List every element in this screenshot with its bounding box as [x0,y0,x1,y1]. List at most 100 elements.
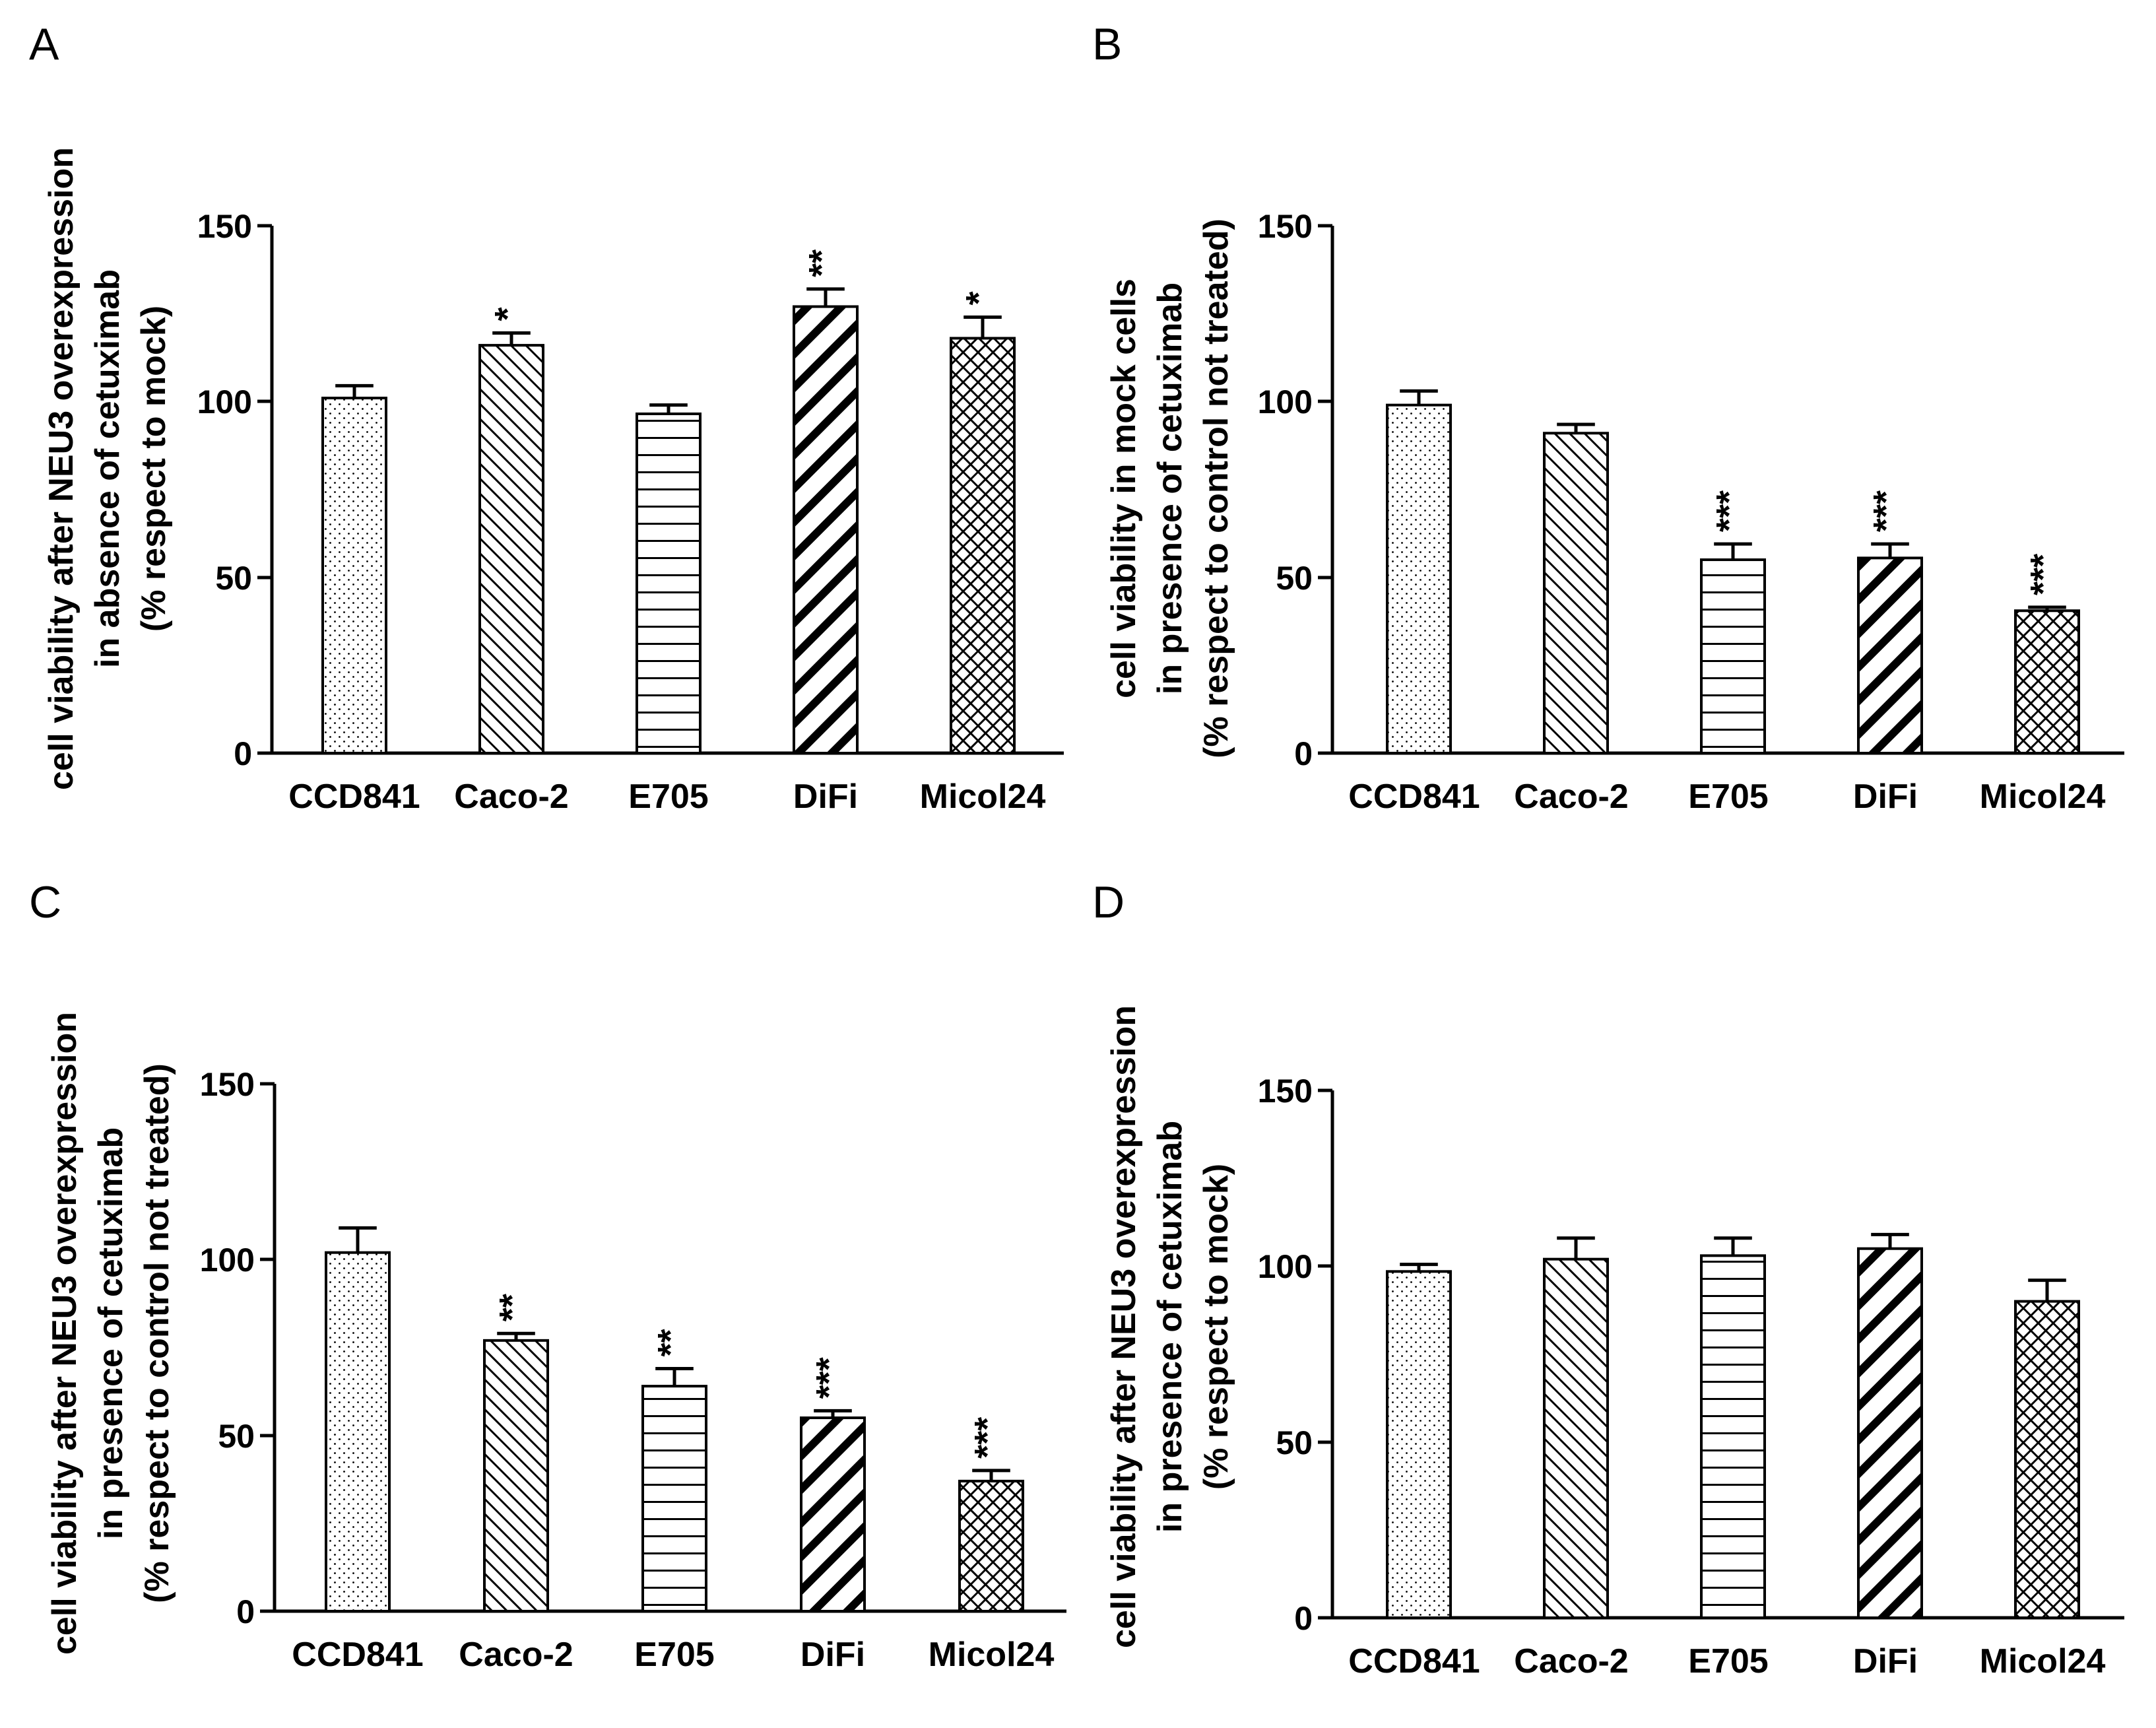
y-tick-label: 50 [215,560,252,597]
y-tick-label: 50 [1276,560,1313,597]
bar-micol24 [2014,609,2080,755]
bar-difi [1857,556,1923,754]
error-bar-caco-2 [1557,1236,1595,1259]
x-tick-labels-b: CCD841 Caco-2 E705 DiFi Micol24 [1348,778,2105,816]
y-tick-label: 150 [1258,208,1313,245]
significance-marker-caco-2: * [488,307,527,321]
panel-b: B cell viability in mock cells in presen… [1092,19,2124,816]
x-tick-label-micol24: Micol24 [920,778,1046,816]
error-bar-difi [1871,1232,1909,1249]
panel-letter-d: D [1092,877,1125,927]
y-axis-label-line-3: (% respect to control not treated) [138,1063,176,1603]
error-bar-micol24 [2028,1279,2066,1302]
panel-d: D cell viability after NEU3 overexpressi… [1092,877,2124,1680]
x-tick-label-e705: E705 [628,778,708,816]
bar-difi [800,1416,866,1613]
x-tick-label-e705: E705 [1688,778,1768,816]
y-axis-label-line-3: (% respect to control not treated) [1197,218,1235,758]
significance-marker-e705: ** [651,1329,690,1356]
significance-marker-difi: *** [1866,490,1906,532]
significance-marker-difi: ** [802,249,841,277]
significance-marker-caco-2: ** [492,1294,532,1321]
bar-micol24 [950,337,1016,754]
error-bar-e705 [1714,542,1752,560]
y-tick-label: 100 [197,383,252,420]
error-bar-micol24 [964,315,1002,339]
error-bar-ccd841 [1400,389,1438,405]
y-axis-label-line-2: in presence of cetuximab [1151,282,1189,694]
bar-ccd841 [321,397,387,754]
significance-marker-micol24: *** [2023,554,2063,595]
panel-a: A cell viability after NEU3 overexpressi… [29,19,1064,816]
y-axis-label-line-1: cell viability after NEU3 overexpression [1105,1005,1143,1648]
panel-c: C cell viability after NEU3 overexpressi… [29,877,1066,1674]
panel-letter-c: C [29,877,61,927]
panel-letter-a: A [29,19,59,69]
significance-marker-micol24: *** [967,1417,1007,1459]
bar-e705 [1700,558,1766,754]
error-bar-ccd841 [339,1226,377,1253]
y-axis-label-line-1: cell viability in mock cells [1105,279,1143,698]
bar-micol24 [2014,1300,2080,1619]
y-tick-label: 50 [218,1418,255,1455]
x-tick-label-e705: E705 [1688,1642,1768,1680]
y-axis-label-b: cell viability in mock cells in presence… [1105,218,1235,758]
y-tick-label: 150 [197,208,252,245]
bar-caco-2 [1543,432,1609,754]
error-bar-caco-2 [1557,422,1595,434]
x-tick-label-ccd841: CCD841 [1348,1642,1480,1680]
significance-marker-micol24: * [959,291,998,305]
y-axis-label-line-2: in presence of cetuximab [1151,1121,1189,1533]
error-bar-micol24 [972,1469,1010,1481]
x-tick-label-caco-2: Caco-2 [454,778,568,816]
plot-area-a: **** [321,249,1016,755]
x-tick-label-micol24: Micol24 [1980,1642,2106,1680]
bar-caco-2 [483,1339,549,1612]
plot-area-d [1386,1232,2080,1620]
significance-marker-difi: *** [809,1357,849,1399]
y-tick-label: 0 [236,1593,255,1630]
bar-caco-2 [478,344,544,754]
error-bar-difi [806,287,845,307]
bar-ccd841 [1386,1270,1452,1620]
bar-difi [793,305,859,755]
y-tick-label: 100 [1258,1248,1313,1285]
y-axis-label-line-2: in absence of cetuximab [88,269,127,668]
x-tick-label-micol24: Micol24 [929,1636,1055,1674]
x-tick-label-ccd841: CCD841 [292,1636,423,1674]
bar-e705 [1700,1254,1766,1620]
x-tick-label-ccd841: CCD841 [288,778,420,816]
x-tick-labels-c: CCD841 Caco-2 E705 DiFi Micol24 [292,1636,1054,1674]
y-axis-label-c: cell viability after NEU3 overexpression… [46,1012,176,1655]
error-bar-caco-2 [492,331,531,346]
error-bar-e705 [649,403,688,414]
panel-letter-b: B [1092,19,1122,69]
bar-difi [1857,1247,1923,1619]
y-tick-label: 100 [1258,383,1313,420]
y-ticks-c: 150 100 50 0 [200,1066,275,1630]
x-tick-label-difi: DiFi [793,778,858,816]
x-tick-label-difi: DiFi [1853,1642,1918,1680]
y-tick-label: 50 [1276,1424,1313,1461]
y-axis-label-line-3: (% respect to mock) [1197,1164,1235,1490]
y-axis-label-line-2: in presence of cetuximab [92,1127,130,1539]
bar-ccd841 [325,1251,391,1613]
x-tick-label-caco-2: Caco-2 [1514,778,1628,816]
y-tick-label: 100 [200,1242,255,1279]
bar-e705 [636,412,702,754]
y-tick-label: 150 [200,1066,255,1103]
y-axis-label-a: cell viability after NEU3 overexpression… [42,147,173,790]
y-tick-label: 0 [1294,735,1313,772]
x-tick-label-difi: DiFi [1853,778,1918,816]
error-bar-difi [1871,542,1909,558]
y-axis-label-line-3: (% respect to mock) [135,306,173,632]
significance-marker-e705: *** [1709,490,1749,532]
error-bar-e705 [1714,1236,1752,1256]
x-tick-label-difi: DiFi [800,1636,865,1674]
error-bar-e705 [655,1366,694,1387]
x-tick-label-micol24: Micol24 [1980,778,2106,816]
y-ticks-d: 150 100 50 0 [1258,1073,1332,1637]
bar-caco-2 [1543,1257,1609,1620]
error-bar-ccd841 [335,383,374,399]
